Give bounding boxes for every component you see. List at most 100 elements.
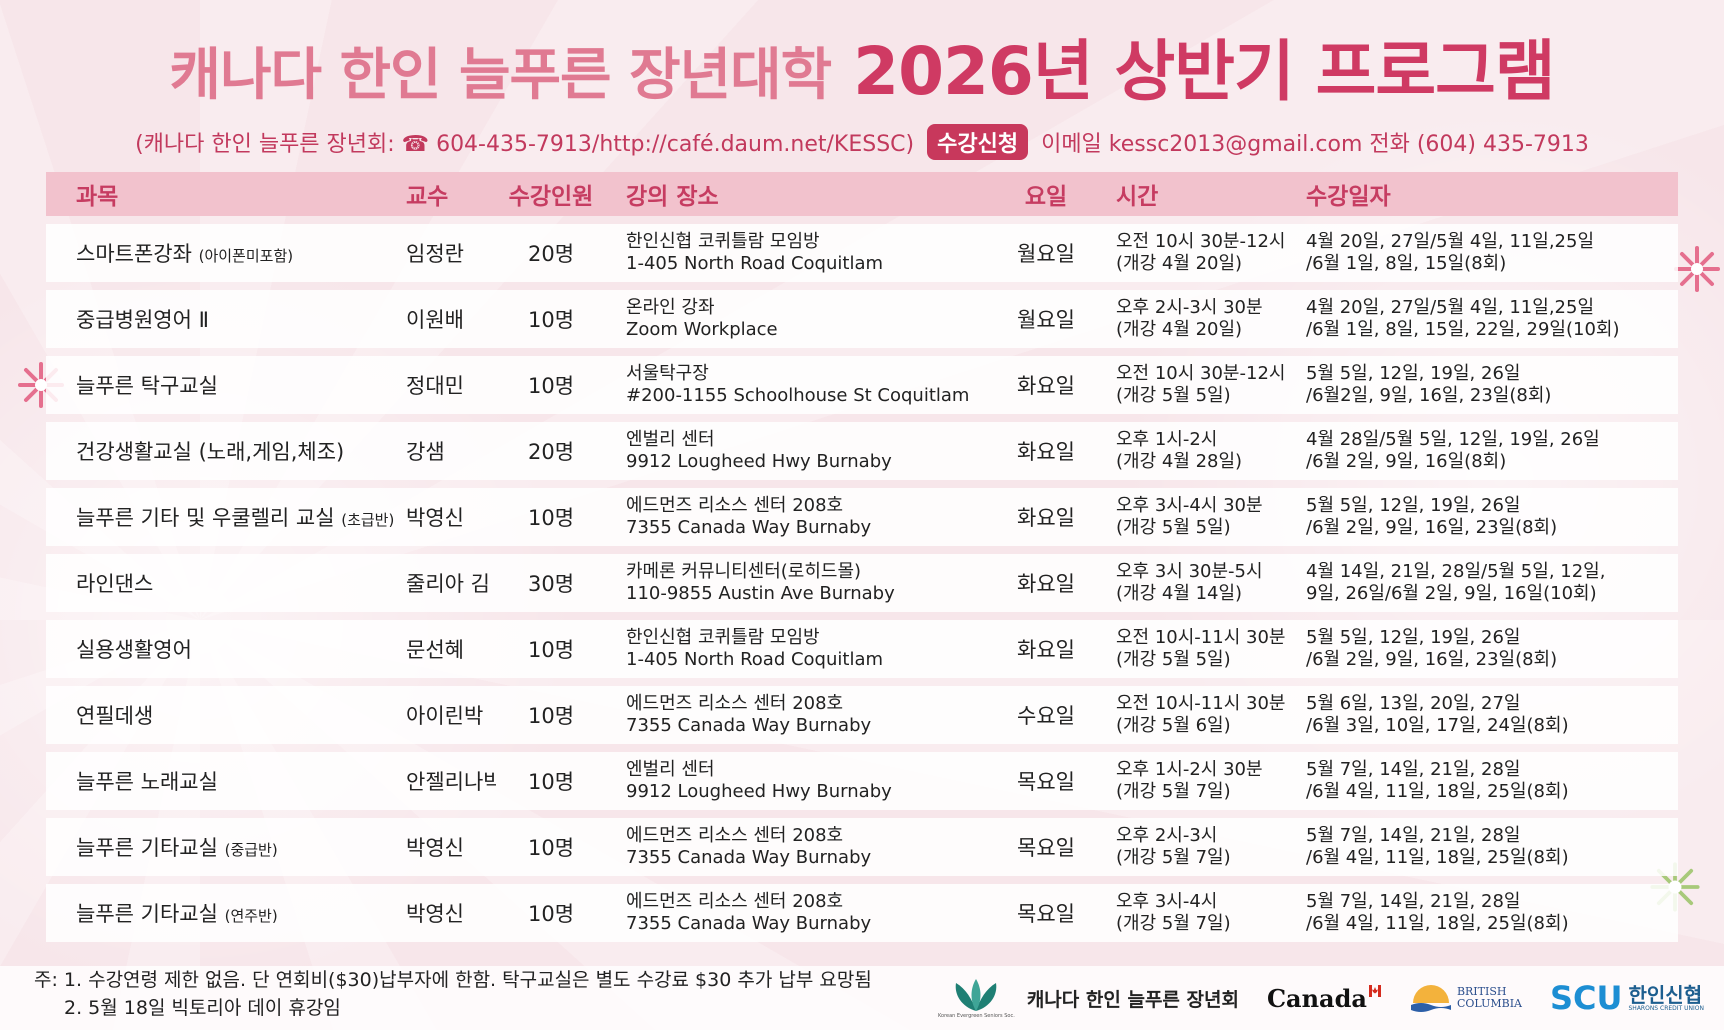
location-line-1: 서울탁구장	[626, 363, 709, 384]
dates-line-2: /6월 2일, 9일, 16일(8회)	[1306, 451, 1507, 472]
cell-location: 에드먼즈 리소스 센터 208호 7355 Canada Way Burnaby	[606, 495, 996, 539]
cell-professor: 박영신	[406, 836, 464, 860]
bc-line2: COLUMBIA	[1456, 997, 1522, 1010]
subject-name: 늘푸른 탁구교실	[76, 374, 218, 398]
time-line-2: (개강 4월 14일)	[1116, 583, 1243, 604]
cell-subject: 늘푸른 기타교실 (연주반)	[46, 898, 396, 928]
location-line-1: 에드먼즈 리소스 센터 208호	[626, 495, 844, 516]
time-line-2: (개강 5월 5일)	[1116, 517, 1231, 538]
dates-line-2: /6월 2일, 9일, 16일, 23일(8회)	[1306, 517, 1558, 538]
time-line-1: 오후 3시 30분-5시	[1116, 561, 1263, 582]
header-capacity: 수강인원	[508, 184, 594, 210]
title-part1: 캐나다 한인 늘푸른 장년대학	[169, 43, 832, 108]
time-line-2: (개강 4월 28일)	[1116, 451, 1243, 472]
cell-location: 에드먼즈 리소스 센터 208호 7355 Canada Way Burnaby	[606, 825, 996, 869]
time-line-1: 오전 10시 30분-12시	[1116, 363, 1286, 384]
time-line-1: 오후 1시-2시 30분	[1116, 759, 1263, 780]
dates-line-2: /6월 4일, 11일, 18일, 25일(8회)	[1306, 847, 1569, 868]
subject-name: 스마트폰강좌	[76, 242, 192, 266]
time-line-1: 오후 3시-4시	[1116, 891, 1218, 912]
subject-name: 연필데생	[76, 704, 154, 728]
cell-dates: 5월 7일, 14일, 21일, 28일/6월 4일, 11일, 18일, 25…	[1296, 825, 1678, 869]
subject-name: 늘푸른 노래교실	[76, 770, 218, 794]
location-line-1: 카메론 커뮤니티센터(로히드몰)	[626, 561, 862, 582]
location-line-1: 에드먼즈 리소스 센터 208호	[626, 891, 844, 912]
table-row: 늘푸른 기타교실 (중급반) 박영신 10명 에드먼즈 리소스 센터 208호 7355…	[46, 818, 1678, 876]
cell-capacity: 10명	[527, 836, 575, 860]
dates-line-1: 5월 7일, 14일, 21일, 28일	[1306, 825, 1521, 846]
dates-line-1: 5월 7일, 14일, 21일, 28일	[1306, 891, 1521, 912]
cell-location: 한인신협 코퀴틀람 모임방 1-405 North Road Coquitlam	[606, 231, 996, 275]
cell-dates: 5월 7일, 14일, 21일, 28일/6월 4일, 11일, 18일, 25…	[1296, 759, 1678, 803]
cell-location: 서울탁구장 #200-1155 Schoolhouse St Coquitlam	[606, 363, 996, 407]
cell-day: 월요일	[1017, 242, 1075, 266]
location-line-2: 9912 Lougheed Hwy Burnaby	[626, 451, 892, 472]
subject-name: 라인댄스	[76, 572, 154, 596]
cell-dates: 5월 7일, 14일, 21일, 28일/6월 4일, 11일, 18일, 25…	[1296, 891, 1678, 935]
scu-wordmark: SCU	[1549, 979, 1623, 1017]
table-row: 실용생활영어 문선혜 10명 한인신협 코퀴틀람 모임방 1-405 North Ro…	[46, 620, 1678, 678]
table-row: 늘푸른 탁구교실 정대민 10명 서울탁구장 #200-1155 Schoolhous…	[46, 356, 1678, 414]
table-row: 늘푸른 기타 및 우쿨렐리 교실 (초급반) 박영신 10명 에드먼즈 리소스 센터 …	[46, 488, 1678, 546]
contact-suffix: 이메일 kessc2013@gmail.com 전화 (604) 435-791…	[1041, 132, 1589, 157]
cell-location: 엔벌리 센터 9912 Lougheed Hwy Burnaby	[606, 759, 996, 803]
location-line-1: 한인신협 코퀴틀람 모임방	[626, 231, 820, 252]
header-subject: 과목	[76, 184, 119, 210]
time-line-2: (개강 5월 7일)	[1116, 847, 1231, 868]
location-line-1: 한인신협 코퀴틀람 모임방	[626, 627, 820, 648]
dates-line-1: 4월 14일, 21일, 28일/5월 5일, 12일,	[1306, 561, 1606, 582]
kessc-logo: Korean Evergreen Seniors Soc. 캐나다 한인 늘푸른…	[938, 977, 1239, 1019]
cell-subject: 실용생활영어	[46, 634, 396, 664]
cell-professor: 임정란	[406, 242, 464, 266]
cell-time: 오후 2시-3시 30분 (개강 4월 20일)	[1096, 297, 1296, 341]
time-line-1: 오후 2시-3시 30분	[1116, 297, 1263, 318]
dates-line-2: /6월 2일, 9일, 16일, 23일(8회)	[1306, 649, 1558, 670]
cell-professor: 안젤리나박	[406, 770, 496, 794]
cell-day: 목요일	[1017, 770, 1075, 794]
title-part2: 2026년 상반기 프로그램	[853, 33, 1555, 110]
bc-logo: BRITISH COLUMBIA	[1409, 983, 1522, 1013]
header-day: 요일	[1024, 184, 1068, 210]
dates-line-2: /6월 4일, 11일, 18일, 25일(8회)	[1306, 781, 1569, 802]
time-line-1: 오후 1시-2시	[1116, 429, 1218, 450]
cell-dates: 5월 5일, 12일, 19일, 26일/6월 2일, 9일, 16일, 23일…	[1296, 495, 1678, 539]
cell-time: 오후 2시-3시 (개강 5월 7일)	[1096, 825, 1296, 869]
table-row: 연필데생 아이린박 10명 에드먼즈 리소스 센터 208호 7355 Canada …	[46, 686, 1678, 744]
time-line-1: 오전 10시-11시 30분	[1116, 627, 1286, 648]
header-dates: 수강일자	[1306, 184, 1391, 210]
subject-note: (초급반)	[341, 511, 395, 529]
cell-day: 목요일	[1017, 902, 1075, 926]
time-line-1: 오후 3시-4시 30분	[1116, 495, 1263, 516]
cell-subject: 중급병원영어 Ⅱ	[46, 304, 396, 334]
cell-day: 화요일	[1017, 572, 1075, 596]
scu-subtitle: SHARONS CREDIT UNION	[1628, 1004, 1705, 1012]
subject-name: 건강생활교실 (노래,게임,체조)	[76, 440, 345, 464]
location-line-1: 엔벌리 센터	[626, 429, 715, 450]
cell-capacity: 10명	[527, 506, 575, 530]
location-line-1: 에드먼즈 리소스 센터 208호	[626, 825, 844, 846]
cell-professor: 이원배	[406, 308, 464, 332]
cell-professor: 줄리아 김	[406, 572, 490, 596]
cell-capacity: 10명	[527, 704, 575, 728]
cell-capacity: 20명	[527, 242, 575, 266]
cell-capacity: 20명	[527, 440, 575, 464]
cell-dates: 5월 5일, 12일, 19일, 26일/6월 2일, 9일, 16일, 23일…	[1296, 627, 1678, 671]
footer: 주: 1. 수강연령 제한 없음. 단 연회비($30)납부자에 한함. 탁구교…	[0, 966, 1724, 1030]
cell-location: 한인신협 코퀴틀람 모임방 1-405 North Road Coquitlam	[606, 627, 996, 671]
cell-subject: 건강생활교실 (노래,게임,체조)	[46, 436, 396, 466]
table-row: 라인댄스 줄리아 김 30명 카메론 커뮤니티센터(로히드몰) 110-9855 Au…	[46, 554, 1678, 612]
dates-line-2: /6월 3일, 10일, 17일, 24일(8회)	[1306, 715, 1569, 736]
time-line-2: (개강 5월 6일)	[1116, 715, 1231, 736]
cell-professor: 박영신	[406, 902, 464, 926]
location-line-2: 1-405 North Road Coquitlam	[626, 253, 884, 274]
cell-capacity: 10명	[527, 770, 575, 794]
time-line-2: (개강 5월 5일)	[1116, 649, 1231, 670]
cell-day: 화요일	[1017, 440, 1075, 464]
header-professor: 교수	[406, 184, 449, 210]
note-line-1: 주: 1. 수강연령 제한 없음. 단 연회비($30)납부자에 한함. 탁구교…	[34, 969, 872, 991]
table-row: 중급병원영어 Ⅱ 이원배 10명 온라인 강좌 Zoom Workplace 월요일 오후…	[46, 290, 1678, 348]
sponsor-logos: Korean Evergreen Seniors Soc. 캐나다 한인 늘푸른…	[910, 974, 1704, 1022]
page-title: 캐나다 한인 늘푸른 장년대학 2026년 상반기 프로그램	[0, 18, 1724, 114]
cell-capacity: 10명	[527, 374, 575, 398]
dates-line-1: 5월 5일, 12일, 19일, 26일	[1306, 363, 1521, 384]
